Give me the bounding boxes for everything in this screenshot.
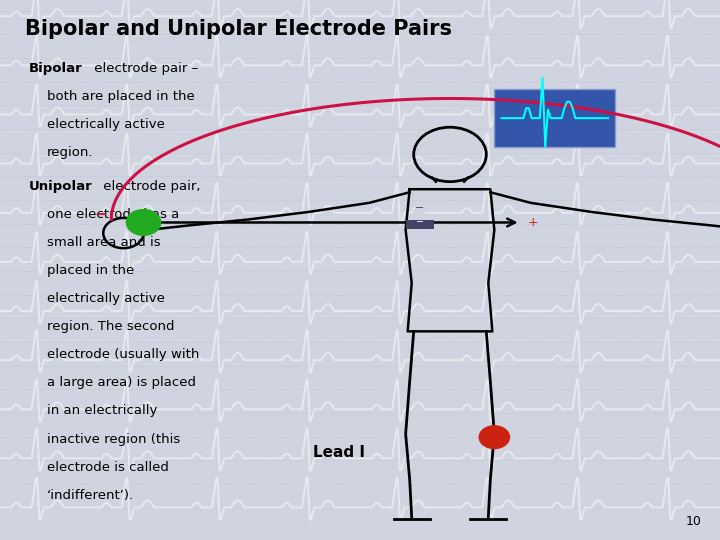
Text: small area and is: small area and is — [47, 236, 161, 249]
Text: electrode pair –: electrode pair – — [90, 62, 198, 75]
Text: one electrode has a: one electrode has a — [47, 208, 179, 221]
FancyBboxPatch shape — [495, 90, 616, 147]
Text: a large area) is placed: a large area) is placed — [47, 376, 196, 389]
Text: −: − — [94, 207, 107, 221]
Text: electrode (usually with: electrode (usually with — [47, 348, 199, 361]
Circle shape — [127, 210, 161, 235]
Text: Lead I: Lead I — [313, 445, 365, 460]
Text: ‘indifferent’).: ‘indifferent’). — [47, 489, 134, 502]
FancyBboxPatch shape — [405, 220, 434, 229]
Text: electrically active: electrically active — [47, 292, 165, 305]
Text: electrically active: electrically active — [47, 118, 165, 131]
Text: placed in the: placed in the — [47, 264, 134, 277]
Text: −: − — [415, 202, 425, 213]
Text: 10: 10 — [686, 515, 702, 528]
Text: inactive region (this: inactive region (this — [47, 433, 180, 446]
Text: Bipolar: Bipolar — [29, 62, 83, 75]
Text: region.: region. — [47, 146, 94, 159]
Text: in an electrically: in an electrically — [47, 404, 157, 417]
Circle shape — [480, 426, 510, 449]
Text: electrode pair,: electrode pair, — [99, 180, 201, 193]
Text: −: − — [415, 218, 424, 227]
Text: electrode is called: electrode is called — [47, 461, 168, 474]
Text: region. The second: region. The second — [47, 320, 174, 333]
Text: both are placed in the: both are placed in the — [47, 90, 194, 103]
Text: +: + — [528, 216, 539, 229]
Text: Bipolar and Unipolar Electrode Pairs: Bipolar and Unipolar Electrode Pairs — [25, 19, 452, 39]
Text: Unipolar: Unipolar — [29, 180, 93, 193]
